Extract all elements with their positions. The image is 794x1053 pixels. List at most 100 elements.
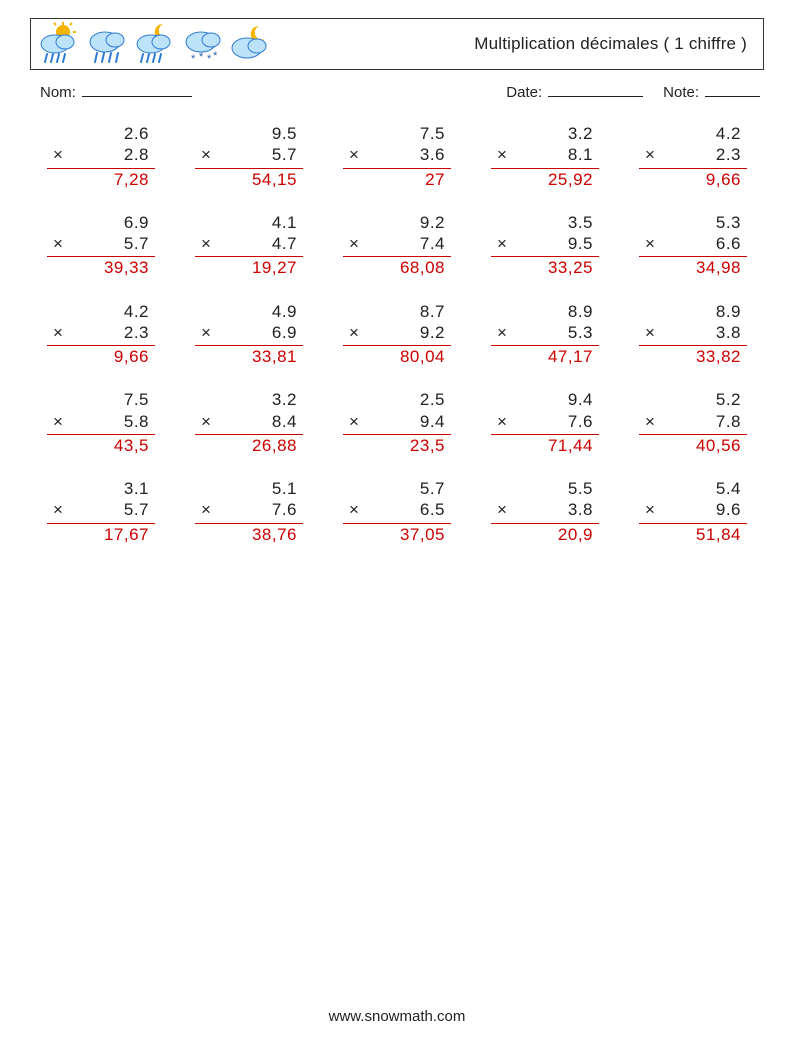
multiplicand: 4.2 (657, 123, 747, 144)
times-sign: × (343, 322, 361, 343)
multiplier: 6.9 (213, 322, 303, 343)
answer: 39,33 (47, 257, 155, 278)
multiplier: 5.7 (65, 233, 155, 254)
times-sign: × (343, 499, 361, 520)
times-sign: × (639, 411, 657, 432)
multiplier: 3.6 (361, 144, 451, 165)
times-sign: × (47, 499, 65, 520)
problem-cell: 4.1×4.719,27 (195, 212, 303, 279)
problem-cell: 5.7×6.537,05 (343, 478, 451, 545)
problem-cell: 9.4×7.671,44 (491, 389, 599, 456)
sun-rain-icon (37, 22, 79, 66)
multiplier: 8.4 (213, 411, 303, 432)
multiplier: 7.6 (213, 499, 303, 520)
multiplier: 3.8 (657, 322, 747, 343)
problem-cell: 3.2×8.125,92 (491, 123, 599, 190)
svg-text:*: * (207, 53, 212, 65)
problem-cell: 9.5×5.754,15 (195, 123, 303, 190)
answer: 38,76 (195, 524, 303, 545)
times-sign: × (195, 322, 213, 343)
multiplicand: 9.4 (509, 389, 599, 410)
answer: 7,28 (47, 169, 155, 190)
date-field: Date: (506, 84, 643, 101)
multiplicand: 3.5 (509, 212, 599, 233)
multiplier: 7.4 (361, 233, 451, 254)
multiplier: 5.3 (509, 322, 599, 343)
problem-cell: 5.5×3.820,9 (491, 478, 599, 545)
multiplicand: 2.5 (361, 389, 451, 410)
multiplier: 9.5 (509, 233, 599, 254)
cloud-rain-icon (85, 22, 127, 66)
svg-text:*: * (199, 51, 204, 63)
times-sign: × (195, 499, 213, 520)
multiplicand: 9.2 (361, 212, 451, 233)
multiplicand: 2.6 (65, 123, 155, 144)
worksheet-title: Multiplication décimales ( 1 chiffre ) (474, 34, 753, 54)
multiplicand: 5.4 (657, 478, 747, 499)
cloud-snow-icon: ** ** (181, 22, 223, 66)
multiplier: 9.4 (361, 411, 451, 432)
problem-cell: 4.2×2.39,66 (47, 301, 155, 368)
answer: 17,67 (47, 524, 155, 545)
multiplier: 5.8 (65, 411, 155, 432)
answer: 68,08 (343, 257, 451, 278)
moon-rain-icon (133, 22, 175, 66)
multiplicand: 8.7 (361, 301, 451, 322)
times-sign: × (639, 499, 657, 520)
problem-cell: 8.7×9.280,04 (343, 301, 451, 368)
answer: 37,05 (343, 524, 451, 545)
multiplicand: 9.5 (213, 123, 303, 144)
problem-cell: 5.1×7.6 38,76 (195, 478, 303, 545)
multiplicand: 5.7 (361, 478, 451, 499)
times-sign: × (639, 322, 657, 343)
date-blank[interactable] (548, 96, 643, 97)
multiplicand: 8.9 (657, 301, 747, 322)
times-sign: × (47, 233, 65, 254)
problem-cell: 5.3×6.634,98 (639, 212, 747, 279)
problem-cell: 3.1×5.717,67 (47, 478, 155, 545)
multiplier: 2.3 (65, 322, 155, 343)
problem-cell: 8.9×3.833,82 (639, 301, 747, 368)
multiplicand: 8.9 (509, 301, 599, 322)
answer: 33,25 (491, 257, 599, 278)
times-sign: × (343, 411, 361, 432)
problem-cell: 4.2×2.39,66 (639, 123, 747, 190)
answer: 19,27 (195, 257, 303, 278)
problem-cell: 7.5×3.627 (343, 123, 451, 190)
times-sign: × (47, 411, 65, 432)
times-sign: × (639, 233, 657, 254)
worksheet-page: ** ** Multiplication décimales ( 1 chiff… (0, 0, 794, 1053)
times-sign: × (491, 499, 509, 520)
name-blank[interactable] (82, 96, 192, 97)
problem-cell: 9.2×7.4 68,08 (343, 212, 451, 279)
answer: 9,66 (47, 346, 155, 367)
answer: 43,5 (47, 435, 155, 456)
times-sign: × (639, 144, 657, 165)
name-label: Nom: (40, 84, 76, 101)
header-bar: ** ** Multiplication décimales ( 1 chiff… (30, 18, 764, 70)
info-fields-row: Nom: Date: Note: (30, 84, 764, 101)
answer: 51,84 (639, 524, 747, 545)
multiplier: 6.6 (657, 233, 747, 254)
answer: 71,44 (491, 435, 599, 456)
multiplicand: 7.5 (65, 389, 155, 410)
note-field: Note: (663, 84, 760, 101)
answer: 40,56 (639, 435, 747, 456)
multiplier: 8.1 (509, 144, 599, 165)
multiplicand: 5.1 (213, 478, 303, 499)
times-sign: × (343, 233, 361, 254)
problem-cell: 3.5×9.533,25 (491, 212, 599, 279)
multiplier: 2.8 (65, 144, 155, 165)
multiplicand: 5.5 (509, 478, 599, 499)
note-blank[interactable] (705, 96, 760, 97)
problem-cell: 5.2×7.840,56 (639, 389, 747, 456)
answer: 20,9 (491, 524, 599, 545)
times-sign: × (47, 144, 65, 165)
answer: 27 (343, 169, 451, 190)
multiplicand: 3.2 (509, 123, 599, 144)
problem-cell: 7.5×5.8 43,5 (47, 389, 155, 456)
multiplicand: 4.2 (65, 301, 155, 322)
answer: 25,92 (491, 169, 599, 190)
multiplier: 9.2 (361, 322, 451, 343)
problem-cell: 2.5×9.423,5 (343, 389, 451, 456)
